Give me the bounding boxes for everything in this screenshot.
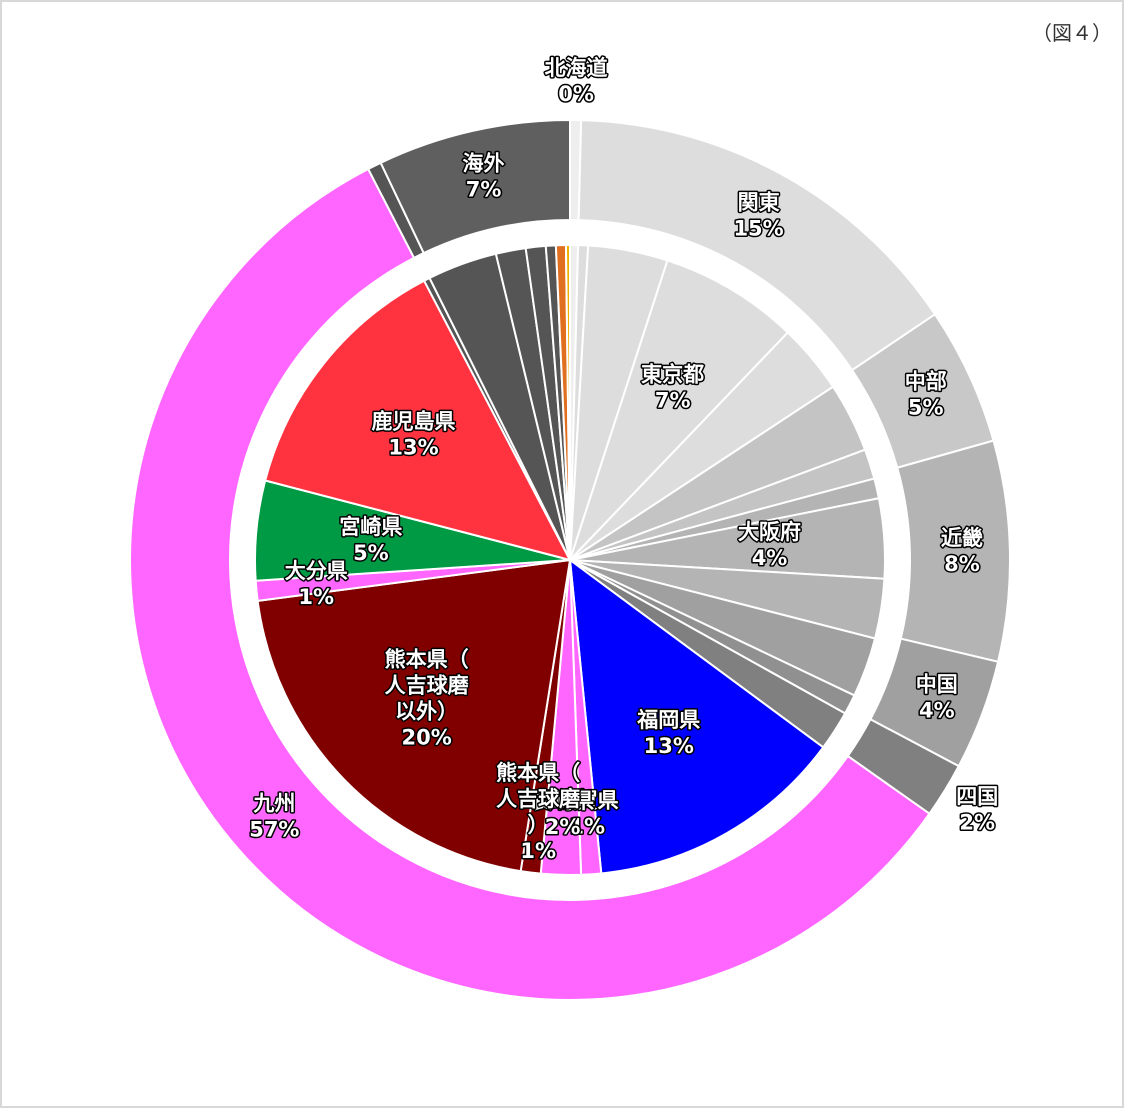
value-label: 4%	[919, 698, 955, 722]
slice-label: 中国	[916, 672, 958, 696]
slice-label: 四国	[956, 784, 998, 808]
slice	[129, 167, 931, 1001]
slice-label-line: 以外）	[395, 699, 458, 723]
slice-label-line: 大分県	[285, 559, 348, 583]
slice	[379, 118, 571, 255]
value-label: 1%	[520, 839, 556, 863]
slice-label: 東京都	[641, 362, 704, 386]
value-label: 7%	[466, 178, 502, 202]
slice-label-line: 宮崎県	[339, 515, 402, 539]
slice-label: 九州	[252, 791, 295, 815]
slice-label-line: 鹿児島県	[372, 409, 456, 433]
slice-label: 関東	[738, 190, 780, 214]
slice	[263, 279, 572, 562]
slice-label-line: 福岡県	[636, 708, 700, 732]
value-label: 20%	[402, 725, 452, 749]
slice-label-line: 長崎県	[531, 789, 594, 813]
value-label: 1%	[298, 585, 334, 609]
slice-label: 宮崎県	[339, 515, 402, 539]
slice-label: 鹿児島県	[372, 409, 456, 433]
slice-label-line: ）	[528, 813, 549, 837]
value-label: 4%	[752, 546, 788, 570]
slice-label-line: 熊本県（	[385, 647, 469, 671]
value-label: 5%	[353, 541, 389, 565]
slice-label-line: 四国	[956, 784, 998, 808]
value-label: 57%	[249, 817, 299, 841]
slice-label-line: 近畿	[941, 526, 983, 550]
slice-label-line: 大阪府	[738, 520, 801, 544]
slice-label-line: 人吉球磨	[385, 673, 469, 697]
slice-label: 熊本県（人吉球磨以外）	[385, 647, 469, 723]
value-label: 8%	[944, 552, 980, 576]
value-label: 7%	[655, 388, 691, 412]
value-label: 2%	[545, 815, 581, 839]
chart-title: （図４）	[1032, 21, 1112, 45]
slice-label-line: 熊本県（	[496, 761, 580, 785]
slice-label: 大阪府	[738, 520, 801, 544]
slice-label: 海外	[463, 152, 505, 176]
slice-label-line: 中国	[916, 672, 958, 696]
slice-label-line: 佐賀県	[555, 788, 619, 812]
slice	[568, 557, 825, 875]
value-label: 1%	[569, 814, 605, 838]
slice-label: 福岡県	[636, 708, 700, 732]
slice-label-line: 中部	[905, 369, 947, 393]
value-label: 2%	[959, 810, 995, 834]
slice	[564, 243, 571, 561]
slice-label: 北海道	[545, 56, 608, 80]
slice-label: 中部	[905, 369, 947, 393]
slice-label: 長崎県	[531, 789, 594, 813]
slice-label-line: 関東	[738, 190, 780, 214]
value-label: 15%	[733, 216, 783, 240]
slice-label-line: 九州	[252, 791, 295, 815]
slice-label: 近畿	[941, 526, 983, 550]
slice-label-line: 海外	[463, 152, 505, 176]
slice-label-line: 東京都	[641, 362, 704, 386]
slice	[256, 558, 572, 873]
slice-label: 佐賀県	[555, 788, 619, 812]
slice-label-line: 人吉球磨	[496, 787, 580, 811]
slice	[569, 259, 790, 561]
slice-label: 大分県	[285, 559, 348, 583]
value-label: 0%	[558, 82, 594, 106]
value-label: 13%	[388, 435, 438, 459]
value-label: 13%	[644, 734, 694, 758]
slice-label: 熊本県（人吉球磨）	[496, 761, 580, 837]
value-label: 5%	[908, 395, 944, 419]
slice-label-line: 北海道	[545, 56, 608, 80]
